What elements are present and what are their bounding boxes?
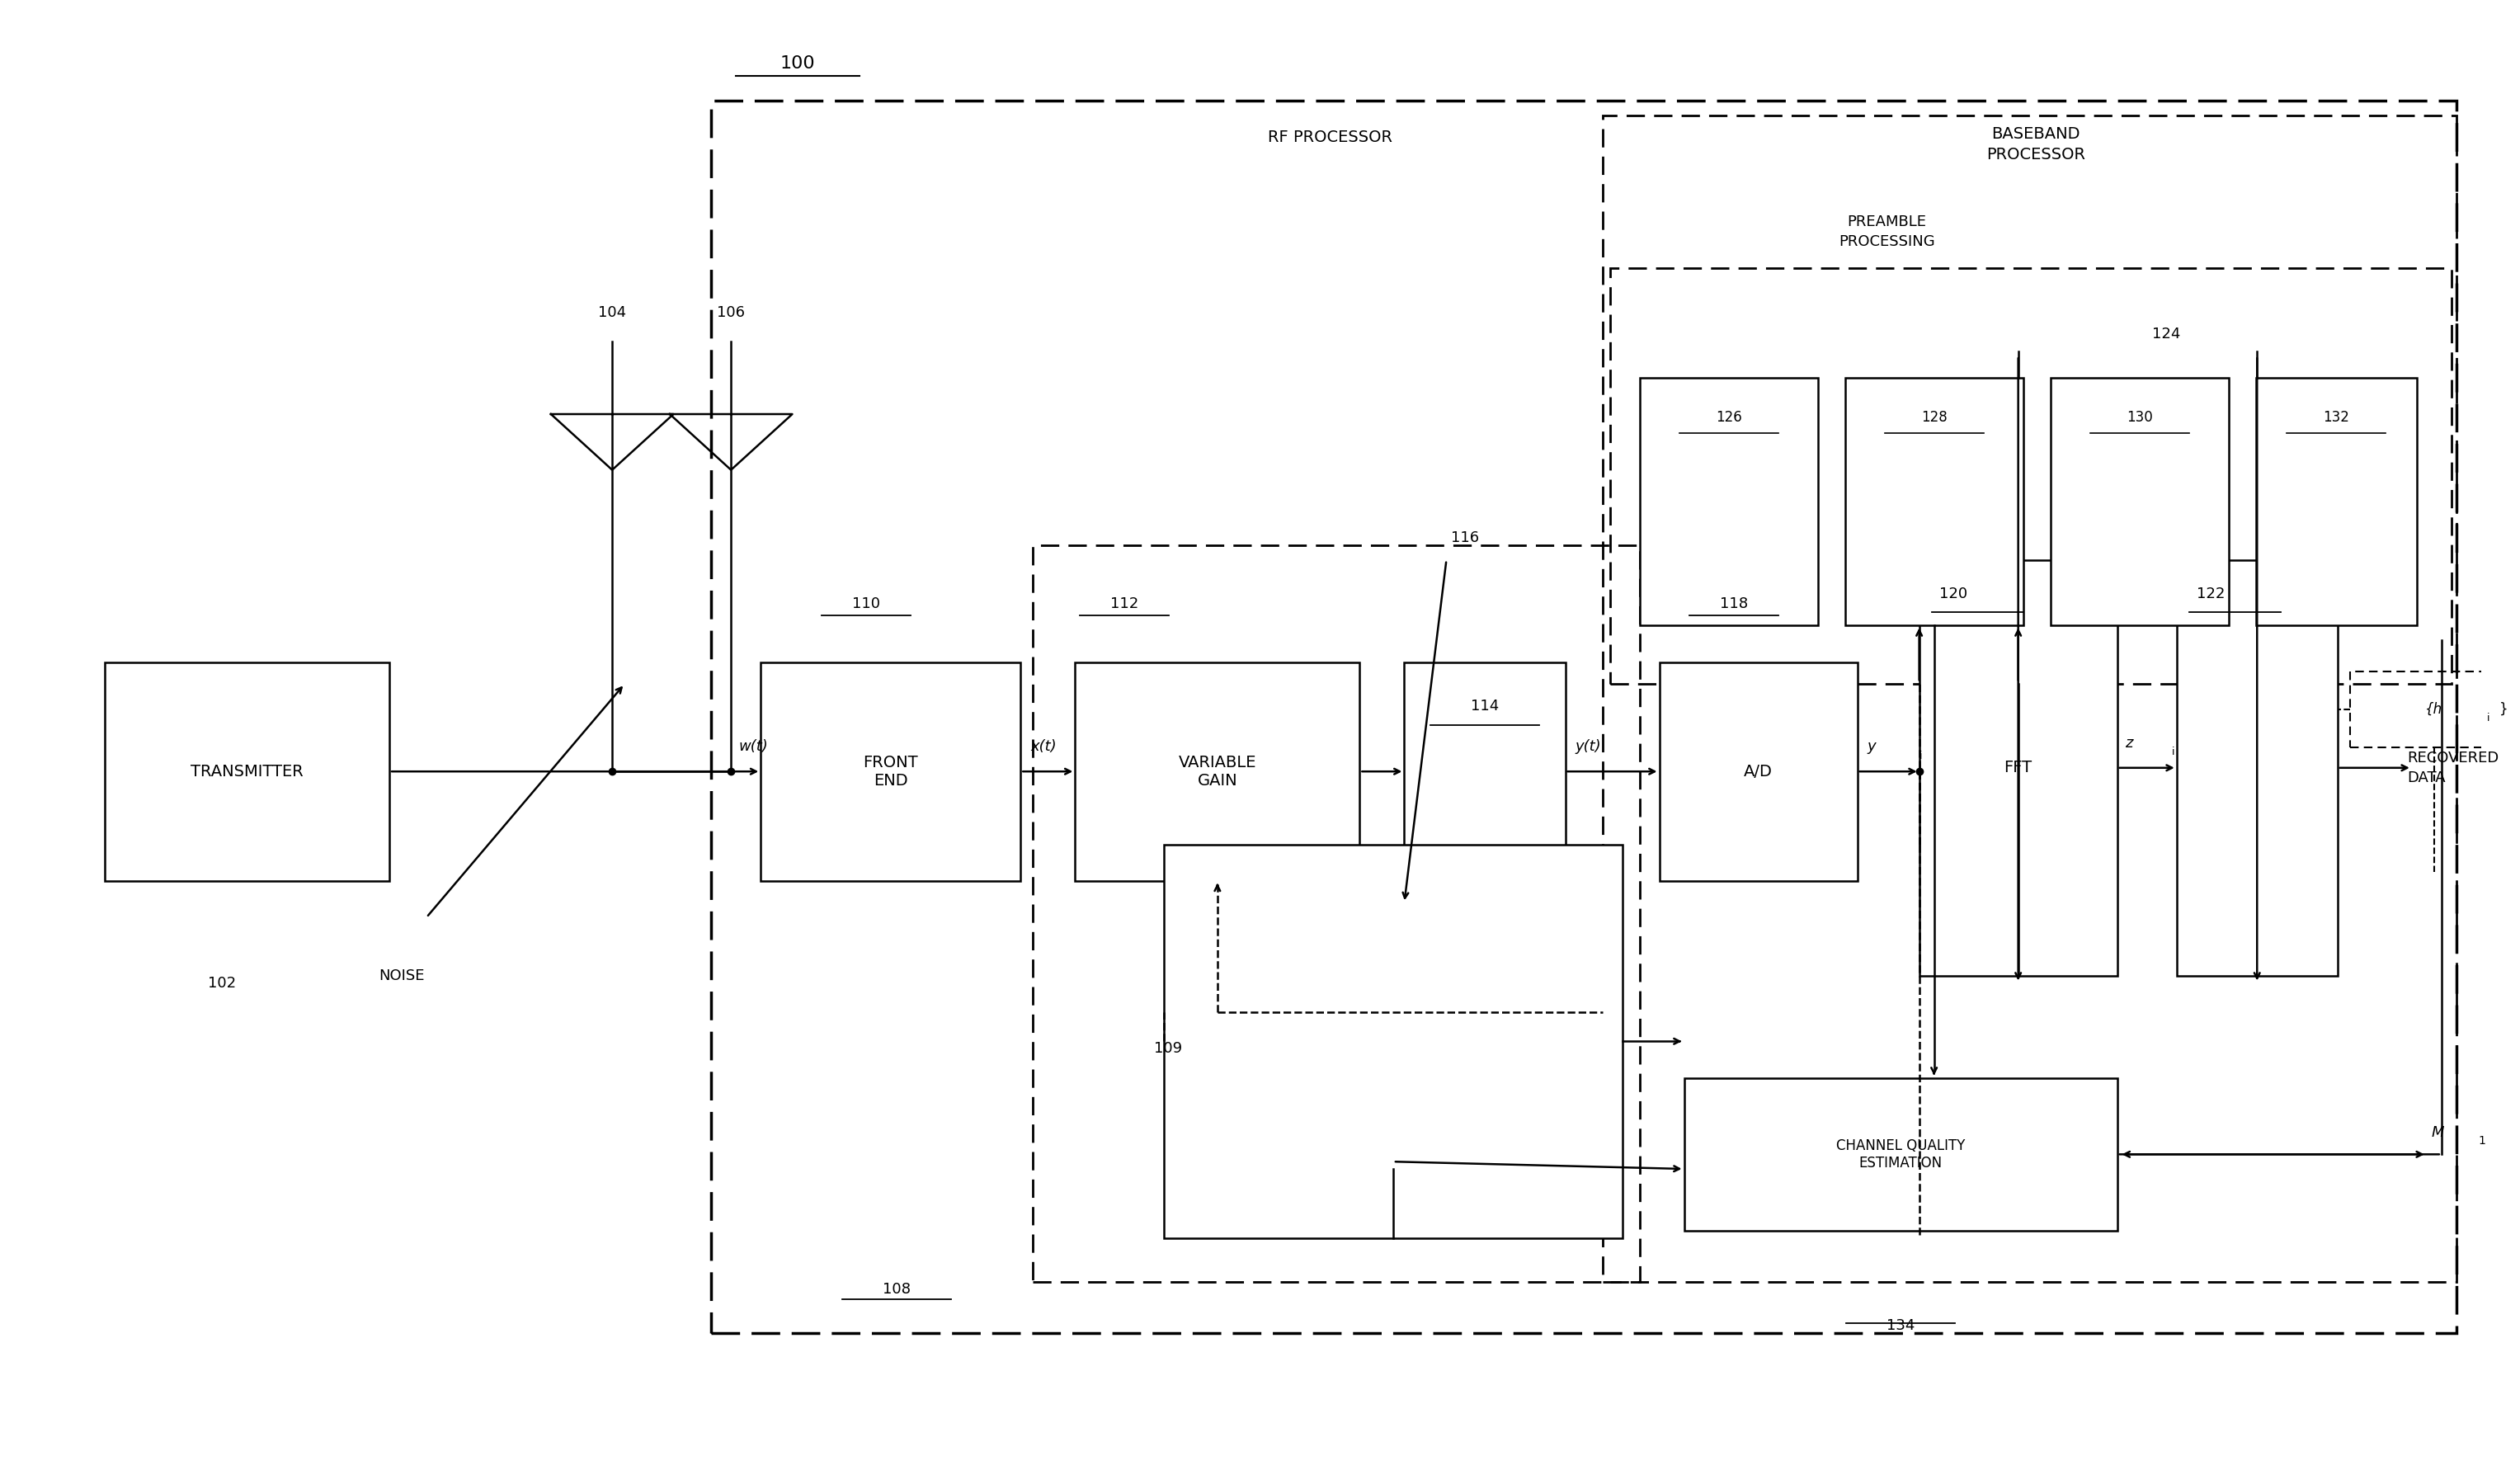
Text: 108: 108 — [882, 1282, 910, 1297]
FancyBboxPatch shape — [1683, 1078, 2117, 1230]
Text: NOISE: NOISE — [378, 969, 426, 983]
Text: y: y — [1867, 739, 1875, 754]
Text: 100: 100 — [781, 54, 816, 72]
Text: i: i — [2487, 713, 2490, 723]
Text: TRANSMITTER: TRANSMITTER — [192, 763, 302, 779]
Text: 126: 126 — [1716, 410, 1741, 425]
FancyBboxPatch shape — [1920, 560, 2117, 976]
FancyBboxPatch shape — [1404, 662, 1565, 881]
Text: 118: 118 — [1719, 597, 1746, 612]
Text: 110: 110 — [852, 597, 879, 612]
Text: BASEBAND
PROCESSOR: BASEBAND PROCESSOR — [1986, 126, 2084, 163]
Text: FFT: FFT — [2003, 760, 2031, 776]
Text: FRONT
END: FRONT END — [864, 754, 917, 788]
FancyBboxPatch shape — [2177, 560, 2339, 976]
Text: PREAMBLE
PROCESSING: PREAMBLE PROCESSING — [1840, 215, 1935, 248]
Text: CHANNEL QUALITY
ESTIMATION: CHANNEL QUALITY ESTIMATION — [1837, 1138, 1966, 1170]
FancyBboxPatch shape — [106, 662, 391, 881]
Text: 106: 106 — [718, 306, 746, 320]
Text: 116: 116 — [1452, 531, 1479, 545]
Text: i: i — [1920, 751, 1923, 761]
Text: RECOVERED
DATA: RECOVERED DATA — [2407, 751, 2500, 785]
Text: y(t): y(t) — [1575, 739, 1600, 754]
Text: 1: 1 — [2480, 1135, 2485, 1147]
Text: 109: 109 — [1154, 1041, 1182, 1055]
Text: x(t): x(t) — [1031, 739, 1056, 754]
Text: 134: 134 — [1887, 1319, 1915, 1333]
Text: 128: 128 — [1920, 410, 1948, 425]
Text: 124: 124 — [2152, 326, 2180, 341]
Text: 120: 120 — [1938, 587, 1968, 601]
FancyBboxPatch shape — [1164, 844, 1623, 1238]
Text: {h: {h — [2424, 701, 2442, 716]
Text: 102: 102 — [209, 976, 237, 991]
FancyBboxPatch shape — [2255, 378, 2417, 626]
Text: w(t): w(t) — [738, 739, 769, 754]
Text: i: i — [2172, 747, 2175, 757]
FancyBboxPatch shape — [1845, 378, 2024, 626]
Text: 122: 122 — [2197, 587, 2225, 601]
Text: VARIABLE
GAIN: VARIABLE GAIN — [1179, 754, 1257, 788]
Text: }: } — [2500, 701, 2507, 716]
FancyBboxPatch shape — [1076, 662, 1361, 881]
FancyBboxPatch shape — [1658, 662, 1857, 881]
FancyBboxPatch shape — [761, 662, 1021, 881]
Text: 112: 112 — [1111, 597, 1139, 612]
Text: z: z — [2124, 735, 2132, 750]
FancyBboxPatch shape — [2051, 378, 2228, 626]
Text: 132: 132 — [2323, 410, 2349, 425]
Text: 114: 114 — [1472, 698, 1499, 713]
FancyBboxPatch shape — [1641, 378, 1817, 626]
Text: M: M — [2432, 1125, 2444, 1139]
Text: 104: 104 — [597, 306, 627, 320]
Text: 130: 130 — [2127, 410, 2152, 425]
Text: RF PROCESSOR: RF PROCESSOR — [1268, 129, 1394, 146]
Text: A/D: A/D — [1744, 763, 1772, 779]
